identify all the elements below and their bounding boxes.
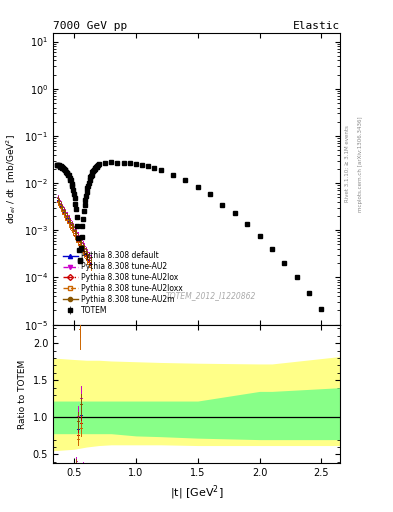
Text: TOTEM_2012_I1220862: TOTEM_2012_I1220862 [166, 291, 256, 300]
Text: Rivet 3.1.10; ≥ 3.1M events: Rivet 3.1.10; ≥ 3.1M events [345, 125, 350, 202]
Legend: Pythia 8.308 default, Pythia 8.308 tune-AU2, Pythia 8.308 tune-AU2lox, Pythia 8.: Pythia 8.308 default, Pythia 8.308 tune-… [60, 248, 186, 318]
Text: mcplots.cern.ch [arXiv:1306.3436]: mcplots.cern.ch [arXiv:1306.3436] [358, 116, 363, 211]
Y-axis label: Ratio to TOTEM: Ratio to TOTEM [18, 359, 27, 429]
X-axis label: |t| [GeV$^{2}$]: |t| [GeV$^{2}$] [170, 484, 223, 502]
Text: Elastic: Elastic [293, 21, 340, 31]
Text: 7000 GeV pp: 7000 GeV pp [53, 21, 127, 31]
Y-axis label: dσ$_{el}$ / dt  [mb/GeV$^{2}$]: dσ$_{el}$ / dt [mb/GeV$^{2}$] [5, 134, 18, 224]
